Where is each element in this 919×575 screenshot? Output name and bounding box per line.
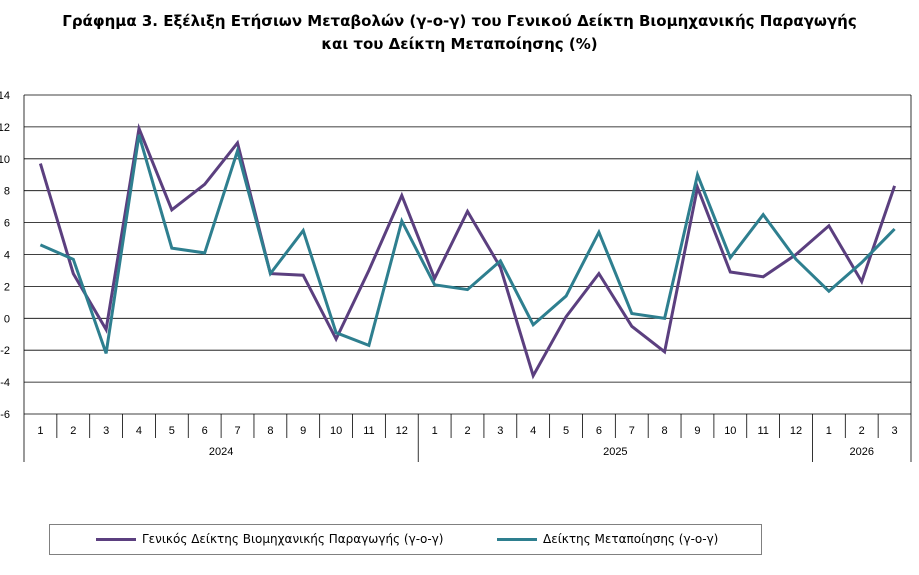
x-tick-label-month: 3 — [497, 425, 503, 437]
y-tick-label: 12 — [0, 122, 10, 134]
y-tick-label: 14 — [0, 90, 10, 102]
legend-swatch-manufacturing-index — [497, 537, 537, 541]
x-tick-label-month: 1 — [37, 425, 43, 437]
y-tick-label: 10 — [0, 154, 10, 166]
y-tick-label: -6 — [0, 409, 10, 421]
x-tick-label-month: 4 — [530, 425, 536, 437]
legend-label-general-index: Γενικός Δείκτης Βιομηχανικής Παραγωγής (… — [142, 532, 444, 546]
x-tick-label-month: 12 — [396, 425, 408, 437]
x-tick-label-month: 6 — [202, 425, 208, 437]
legend-swatch-general-index — [96, 537, 136, 541]
x-tick-label-month: 10 — [330, 425, 342, 437]
series-line-general-index — [38, 122, 897, 380]
chart-legend: Γενικός Δείκτης Βιομηχανικής Παραγωγής (… — [49, 524, 762, 555]
x-tick-label-month: 9 — [300, 425, 306, 437]
x-tick-label-month: 3 — [892, 425, 898, 437]
y-tick-label: 0 — [4, 313, 10, 325]
y-tick-label: 6 — [4, 218, 10, 230]
y-tick-label: 2 — [4, 281, 10, 293]
x-tick-label-month: 7 — [234, 425, 240, 437]
chart-title: Γράφημα 3. Εξέλιξη Ετήσιων Μεταβολών (γ-… — [0, 10, 919, 56]
x-tick-label-month: 6 — [596, 425, 602, 437]
x-tick-label-month: 9 — [694, 425, 700, 437]
x-tick-label-year: 2026 — [849, 446, 873, 458]
legend-item-general-index: Γενικός Δείκτης Βιομηχανικής Παραγωγής (… — [96, 532, 443, 546]
x-tick-label-month: 3 — [103, 425, 109, 437]
x-tick-label-month: 11 — [363, 425, 374, 437]
x-tick-label-month: 2 — [70, 425, 76, 437]
legend-label-manufacturing-index: Δείκτης Μεταποίησης (γ-ο-γ) — [543, 532, 719, 546]
x-tick-label-month: 11 — [757, 425, 768, 437]
chart-title-line-2: και του Δείκτη Μεταποίησης (%) — [321, 35, 598, 53]
x-tick-label-month: 1 — [826, 425, 832, 437]
x-tick-label-month: 2 — [464, 425, 470, 437]
y-tick-label: -4 — [0, 377, 10, 389]
series-line-manufacturing-index — [39, 134, 896, 354]
x-tick-label-month: 1 — [432, 425, 438, 437]
y-tick-label: 4 — [4, 250, 10, 262]
x-tick-label-month: 8 — [267, 425, 273, 437]
chart-title-line-1: Γράφημα 3. Εξέλιξη Ετήσιων Μεταβολών (γ-… — [62, 12, 857, 30]
x-tick-label-month: 4 — [136, 425, 142, 437]
x-tick-label-month: 8 — [662, 425, 668, 437]
x-tick-label-month: 2 — [859, 425, 865, 437]
x-tick-label-year: 2024 — [209, 446, 233, 458]
x-tick-label-month: 10 — [724, 425, 736, 437]
x-tick-label-month: 5 — [563, 425, 569, 437]
y-tick-label: 8 — [4, 186, 10, 198]
x-tick-label-month: 5 — [169, 425, 175, 437]
x-tick-label-year: 2025 — [603, 446, 627, 458]
y-tick-label: -2 — [0, 345, 10, 357]
x-tick-label-month: 7 — [629, 425, 635, 437]
x-tick-label-month: 12 — [790, 425, 802, 437]
legend-item-manufacturing-index: Δείκτης Μεταποίησης (γ-ο-γ) — [497, 532, 718, 546]
